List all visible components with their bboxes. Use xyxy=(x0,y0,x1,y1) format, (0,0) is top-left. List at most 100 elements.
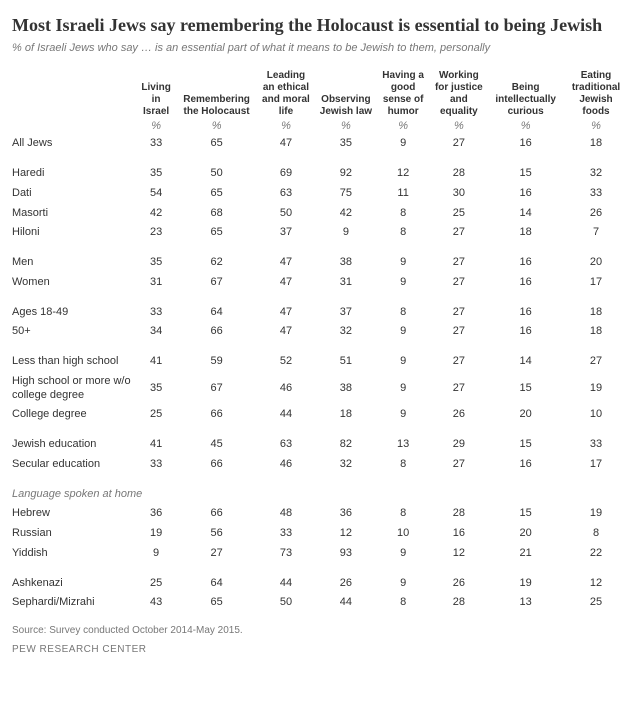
data-cell: 8 xyxy=(377,504,430,524)
pct-symbol: % xyxy=(377,120,430,135)
data-cell: 17 xyxy=(563,273,629,293)
data-cell: 18 xyxy=(315,405,377,425)
data-cell: 18 xyxy=(563,303,629,323)
data-cell: 26 xyxy=(429,574,488,594)
data-cell: 42 xyxy=(136,204,176,224)
row-label: Ages 18-49 xyxy=(12,303,136,323)
data-cell: 66 xyxy=(176,504,257,524)
data-cell: 31 xyxy=(315,273,377,293)
data-cell: 27 xyxy=(563,352,629,372)
data-cell: 47 xyxy=(257,253,315,273)
data-cell: 68 xyxy=(176,204,257,224)
data-cell: 27 xyxy=(429,273,488,293)
footer-attribution: PEW RESEARCH CENTER xyxy=(12,644,629,655)
data-cell: 62 xyxy=(176,253,257,273)
data-cell: 36 xyxy=(136,504,176,524)
data-cell: 12 xyxy=(429,544,488,564)
data-cell: 32 xyxy=(563,164,629,184)
row-label: Jewish education xyxy=(12,435,136,455)
data-cell: 27 xyxy=(429,134,488,154)
col-header: Having a good sense of humor xyxy=(377,68,430,120)
table-row: Dati5465637511301633 xyxy=(12,184,629,204)
data-cell: 20 xyxy=(488,405,563,425)
data-cell: 50 xyxy=(176,164,257,184)
data-cell: 65 xyxy=(176,223,257,243)
data-cell: 12 xyxy=(315,524,377,544)
data-cell: 12 xyxy=(377,164,430,184)
data-cell: 42 xyxy=(315,204,377,224)
data-cell: 27 xyxy=(176,544,257,564)
data-cell: 47 xyxy=(257,303,315,323)
data-cell: 16 xyxy=(488,184,563,204)
pct-symbol: % xyxy=(176,120,257,135)
row-label: Haredi xyxy=(12,164,136,184)
row-label: 50+ xyxy=(12,322,136,342)
data-cell: 9 xyxy=(377,273,430,293)
table-body: All Jews336547359271618Haredi35506992122… xyxy=(12,134,629,613)
spacer-row xyxy=(12,243,629,253)
data-cell: 16 xyxy=(488,134,563,154)
data-cell: 66 xyxy=(176,322,257,342)
table-row: Masorti426850428251426 xyxy=(12,204,629,224)
data-cell: 92 xyxy=(315,164,377,184)
data-cell: 33 xyxy=(257,524,315,544)
row-label: High school or more w/o college degree xyxy=(12,372,136,406)
data-cell: 29 xyxy=(429,435,488,455)
table-row: Haredi3550699212281532 xyxy=(12,164,629,184)
row-label: Hebrew xyxy=(12,504,136,524)
data-cell: 51 xyxy=(315,352,377,372)
data-cell: 8 xyxy=(377,593,430,613)
data-cell: 73 xyxy=(257,544,315,564)
data-cell: 9 xyxy=(377,405,430,425)
row-label: Yiddish xyxy=(12,544,136,564)
data-cell: 16 xyxy=(488,322,563,342)
col-header: Working for justice and equality xyxy=(429,68,488,120)
data-cell: 8 xyxy=(377,455,430,475)
data-cell: 63 xyxy=(257,184,315,204)
data-cell: 26 xyxy=(563,204,629,224)
data-cell: 8 xyxy=(377,204,430,224)
data-cell: 16 xyxy=(488,273,563,293)
data-cell: 47 xyxy=(257,134,315,154)
data-cell: 27 xyxy=(429,223,488,243)
data-cell: 8 xyxy=(377,303,430,323)
data-cell: 63 xyxy=(257,435,315,455)
data-cell: 47 xyxy=(257,322,315,342)
data-cell: 9 xyxy=(377,322,430,342)
data-cell: 44 xyxy=(315,593,377,613)
table-row: Jewish education4145638213291533 xyxy=(12,435,629,455)
data-cell: 22 xyxy=(563,544,629,564)
data-cell: 32 xyxy=(315,455,377,475)
data-cell: 37 xyxy=(315,303,377,323)
data-cell: 27 xyxy=(429,372,488,406)
data-cell: 15 xyxy=(488,435,563,455)
data-cell: 15 xyxy=(488,164,563,184)
data-cell: 20 xyxy=(563,253,629,273)
table-row: Ashkenazi256444269261912 xyxy=(12,574,629,594)
table-row: Less than high school415952519271427 xyxy=(12,352,629,372)
table-subtitle: % of Israeli Jews who say … is an essent… xyxy=(12,42,629,54)
data-cell: 9 xyxy=(377,544,430,564)
spacer-row xyxy=(12,564,629,574)
data-table: Living in Israel Remembering the Holocau… xyxy=(12,68,629,614)
table-row: High school or more w/o college degree35… xyxy=(12,372,629,406)
row-label: College degree xyxy=(12,405,136,425)
pct-symbol: % xyxy=(563,120,629,135)
data-cell: 25 xyxy=(563,593,629,613)
data-cell: 9 xyxy=(377,253,430,273)
data-cell: 19 xyxy=(563,504,629,524)
data-cell: 56 xyxy=(176,524,257,544)
table-row: Men356247389271620 xyxy=(12,253,629,273)
data-cell: 14 xyxy=(488,204,563,224)
data-cell: 38 xyxy=(315,372,377,406)
data-cell: 33 xyxy=(136,303,176,323)
data-cell: 35 xyxy=(136,253,176,273)
data-cell: 12 xyxy=(563,574,629,594)
table-row: College degree256644189262010 xyxy=(12,405,629,425)
data-cell: 69 xyxy=(257,164,315,184)
row-label: All Jews xyxy=(12,134,136,154)
data-cell: 26 xyxy=(429,405,488,425)
data-cell: 38 xyxy=(315,253,377,273)
data-cell: 9 xyxy=(377,574,430,594)
data-cell: 59 xyxy=(176,352,257,372)
